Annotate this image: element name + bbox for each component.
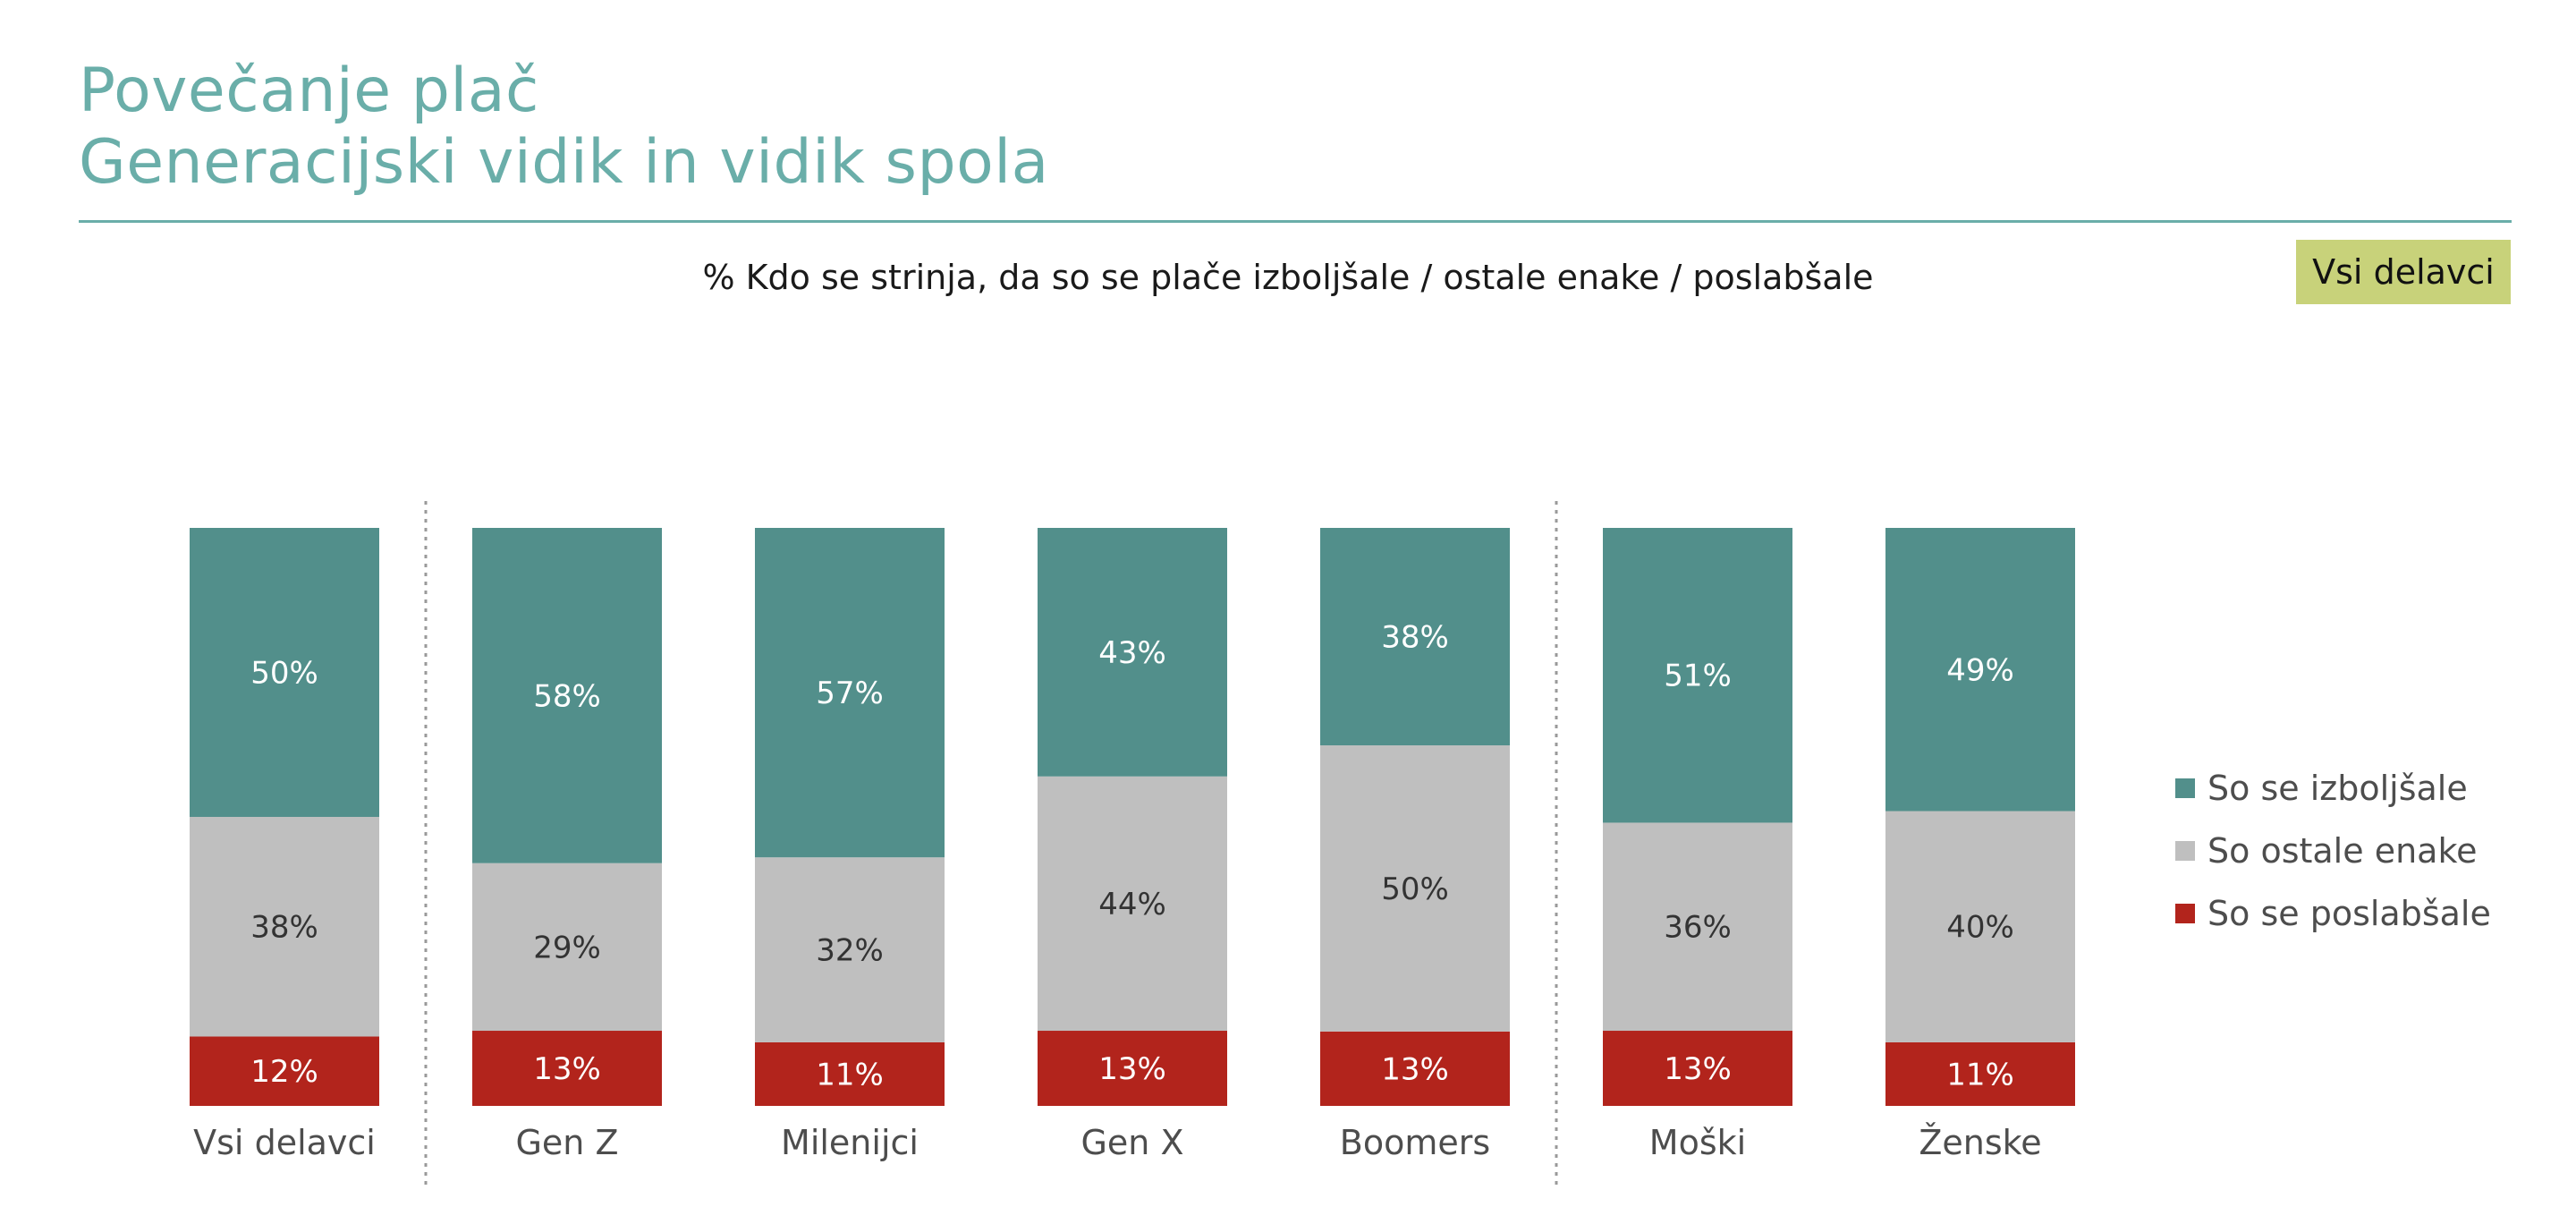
bar-segment-3-5 <box>1320 528 1510 746</box>
data-label-3-5: 38% <box>1381 620 1449 656</box>
page-title: Povečanje plač Generacijski vidik in vid… <box>79 55 1049 199</box>
data-label-3-7: 49% <box>1946 652 2014 688</box>
data-label-3-6: 51% <box>1664 659 1732 694</box>
data-label-1-1: 12% <box>250 1054 318 1090</box>
bar-segment-1-4 <box>1038 1031 1227 1106</box>
data-label-2-7: 40% <box>1946 910 2014 946</box>
category-label-6: Moški <box>1649 1123 1746 1162</box>
category-label-7: Ženske <box>1919 1123 2041 1162</box>
segment-badge: Vsi delavci <box>2296 240 2511 304</box>
bar-segment-1-6 <box>1603 1031 1792 1106</box>
bar-segment-3-1 <box>190 528 379 817</box>
legend-swatch-worse <box>2175 904 2195 923</box>
data-label-2-1: 38% <box>250 910 318 946</box>
data-label-3-4: 43% <box>1098 635 1166 671</box>
bar-segment-2-7 <box>1885 811 2075 1042</box>
chart-legend: So se izboljšale So ostale enake So se p… <box>2175 757 2491 945</box>
legend-label-same: So ostale enake <box>2207 831 2478 871</box>
bar-segment-2-2 <box>472 863 662 1032</box>
category-label-3: Milenijci <box>781 1123 919 1162</box>
data-label-1-5: 13% <box>1381 1051 1449 1087</box>
bar-segment-1-2 <box>472 1031 662 1106</box>
bar-segment-2-6 <box>1603 822 1792 1032</box>
title-divider <box>79 220 2512 223</box>
chart-subtitle: % Kdo se strinja, da so se plače izboljš… <box>702 258 1874 297</box>
category-label-4: Gen X <box>1080 1123 1183 1162</box>
data-label-1-6: 13% <box>1664 1051 1732 1087</box>
data-label-2-5: 50% <box>1381 871 1449 907</box>
bar-segment-1-5 <box>1320 1031 1510 1106</box>
legend-item-improved: So se izboljšale <box>2175 757 2491 820</box>
legend-item-same: So ostale enake <box>2175 820 2491 882</box>
legend-item-worse: So se poslabšale <box>2175 882 2491 945</box>
data-label-2-4: 44% <box>1098 887 1166 922</box>
bar-segment-3-4 <box>1038 528 1227 777</box>
data-label-1-3: 11% <box>816 1057 884 1092</box>
bar-segment-2-4 <box>1038 776 1227 1032</box>
bar-segment-3-7 <box>1885 528 2075 812</box>
data-label-3-2: 58% <box>533 678 601 714</box>
data-label-2-3: 32% <box>816 933 884 969</box>
bar-segment-1-3 <box>755 1041 945 1106</box>
legend-label-improved: So se izboljšale <box>2207 769 2468 808</box>
bar-segment-2-5 <box>1320 745 1510 1032</box>
title-line-2: Generacijski vidik in vidik spola <box>79 127 1049 198</box>
bar-segment-3-6 <box>1603 528 1792 823</box>
category-label-5: Boomers <box>1340 1123 1490 1162</box>
data-label-2-6: 36% <box>1664 910 1732 946</box>
data-label-1-7: 11% <box>1946 1057 2014 1092</box>
bar-segment-3-3 <box>755 528 945 858</box>
data-label-2-2: 29% <box>533 930 601 965</box>
bar-segment-2-3 <box>755 857 945 1042</box>
legend-swatch-same <box>2175 841 2195 861</box>
bar-segment-1-7 <box>1885 1041 2075 1106</box>
legend-swatch-improved <box>2175 778 2195 798</box>
bar-segment-1-1 <box>190 1036 379 1106</box>
bar-segment-3-2 <box>472 528 662 863</box>
data-label-3-1: 50% <box>250 656 318 692</box>
category-label-2: Gen Z <box>515 1123 618 1162</box>
data-label-3-3: 57% <box>816 676 884 711</box>
title-line-1: Povečanje plač <box>79 55 539 126</box>
bar-segment-2-1 <box>190 817 379 1037</box>
legend-label-worse: So se poslabšale <box>2207 894 2491 933</box>
data-label-1-4: 13% <box>1098 1051 1166 1087</box>
data-label-1-2: 13% <box>533 1051 601 1087</box>
category-label-1: Vsi delavci <box>193 1123 376 1162</box>
